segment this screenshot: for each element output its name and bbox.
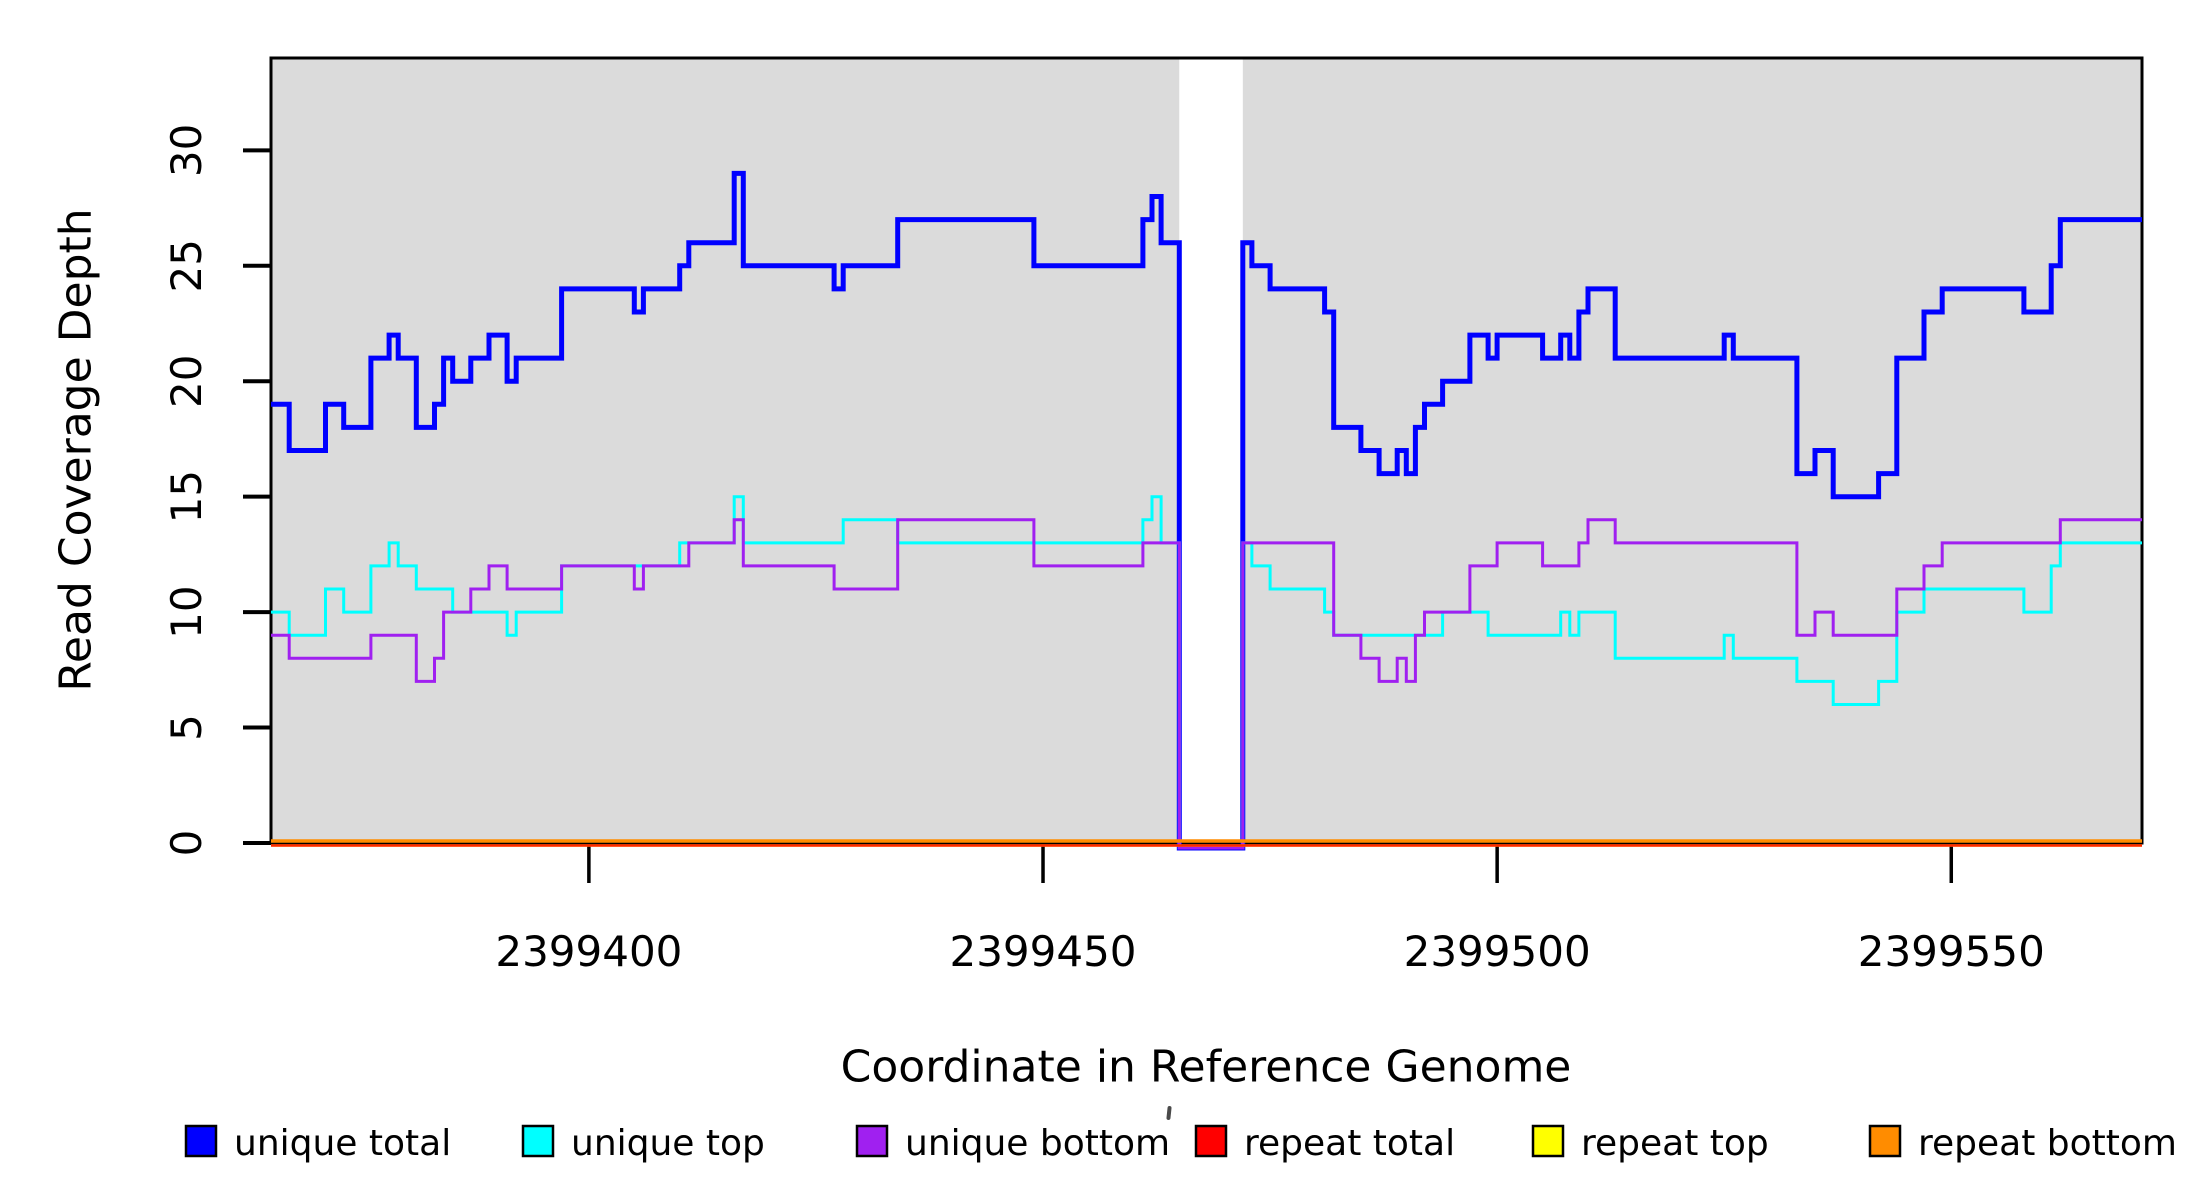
x-tick-label: 2399550 (1858, 927, 2045, 976)
shaded-region (271, 58, 1180, 843)
legend-swatch-repeat-bottom (1868, 1124, 1902, 1158)
shaded-region (1242, 58, 2142, 843)
x-tick-label: 2399500 (1404, 927, 1591, 976)
legend-swatch-unique-total (184, 1124, 218, 1158)
legend-label-unique-top: unique top (571, 1123, 765, 1164)
legend-label-repeat-top: repeat top (1581, 1123, 1769, 1164)
legend-label-repeat-bottom: repeat bottom (1918, 1123, 2177, 1164)
y-axis-title: Read Coverage Depth (50, 208, 102, 692)
y-tick-label: 15 (162, 470, 211, 523)
x-axis-title: Coordinate in Reference Genome (840, 1041, 1572, 1093)
y-tick-label: 25 (162, 239, 211, 292)
legend-label-repeat-total: repeat total (1244, 1123, 1455, 1164)
legend-label-unique-total: unique total (234, 1123, 451, 1164)
x-tick-label: 2399450 (949, 927, 1136, 976)
y-tick-label: 0 (162, 830, 211, 857)
series-unique-total (271, 170, 2142, 851)
y-tick-label: 30 (162, 124, 211, 177)
legend-swatch-unique-top (521, 1124, 555, 1158)
plot-border (269, 56, 2144, 845)
series-unique-bottom (271, 518, 2142, 850)
x-tick-label: 2399400 (495, 927, 682, 976)
legend-label-unique-bottom: unique bottom (905, 1123, 1170, 1164)
y-tick-label: 5 (162, 714, 211, 741)
y-tick-label: 20 (162, 355, 211, 408)
y-tick-label: 10 (162, 585, 211, 638)
legend-swatch-repeat-total (1194, 1124, 1228, 1158)
legend-swatch-repeat-top (1531, 1124, 1565, 1158)
legend-swatch-unique-bottom (855, 1124, 889, 1158)
